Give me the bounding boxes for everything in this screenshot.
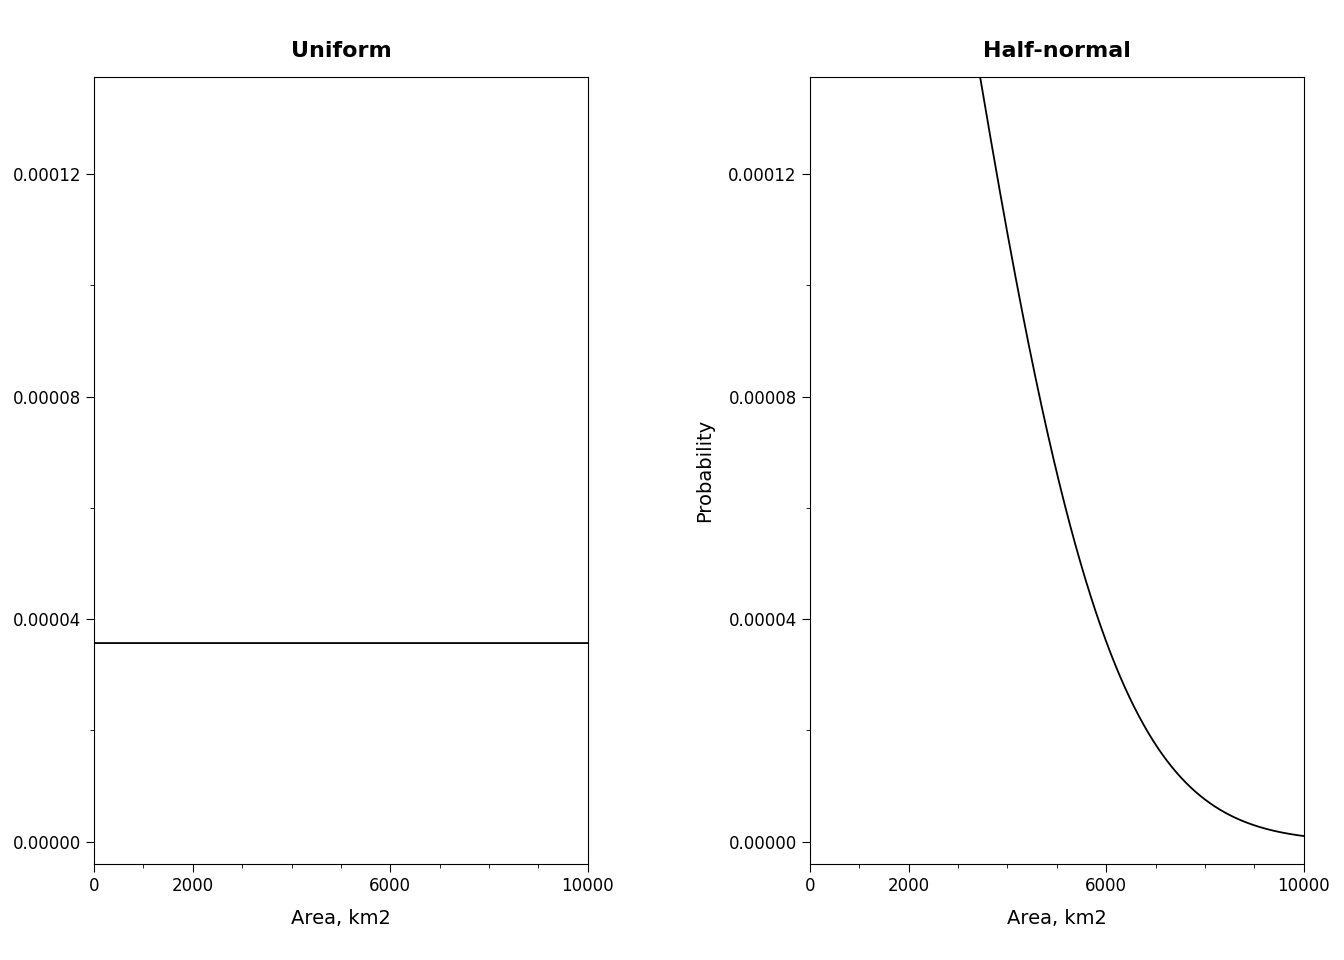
Title: Half-normal: Half-normal	[982, 41, 1130, 61]
X-axis label: Area, km2: Area, km2	[1007, 909, 1106, 928]
Title: Uniform: Uniform	[290, 41, 391, 61]
Y-axis label: Probability: Probability	[695, 419, 715, 522]
X-axis label: Area, km2: Area, km2	[292, 909, 391, 928]
